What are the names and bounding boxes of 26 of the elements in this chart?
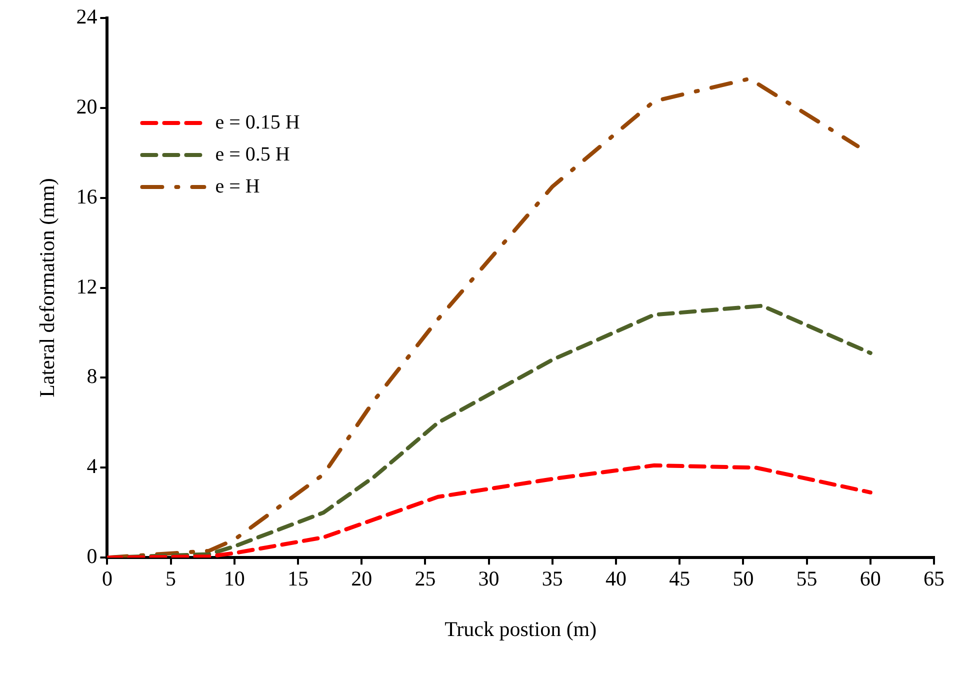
x-tick-label: 50 — [732, 566, 754, 591]
x-tick-label: 35 — [542, 566, 563, 591]
y-tick-label: 12 — [76, 274, 98, 298]
legend-label: e = 0.5 H — [215, 143, 290, 166]
y-tick-label: 0 — [86, 544, 98, 568]
x-tick-label: 65 — [924, 566, 944, 591]
x-tick-label: 10 — [224, 566, 245, 591]
y-tick-label: 8 — [86, 364, 98, 388]
y-tick-label: 16 — [76, 184, 98, 208]
x-tick-label: 30 — [478, 566, 500, 591]
x-tick-label: 20 — [351, 566, 372, 591]
x-tick-label: 55 — [796, 566, 818, 591]
line-series — [107, 463, 872, 558]
y-tick-label: 20 — [76, 94, 98, 118]
legend-label: e = 0.15 H — [215, 111, 300, 134]
y-tick-label: 24 — [76, 4, 98, 29]
x-tick-label: 25 — [414, 566, 436, 591]
x-tick-label: 40 — [606, 566, 626, 591]
x-tick-label: 60 — [860, 566, 881, 591]
x-tick-label: 45 — [669, 566, 690, 591]
y-axis-title: Lateral deformation (mm) — [35, 178, 60, 398]
legend-label: e = H — [215, 175, 260, 198]
x-tick-label: 15 — [288, 566, 308, 591]
y-tick-label: 4 — [86, 454, 98, 478]
x-axis-title: Truck postion (m) — [444, 616, 597, 641]
x-tick-label: 5 — [166, 566, 176, 591]
